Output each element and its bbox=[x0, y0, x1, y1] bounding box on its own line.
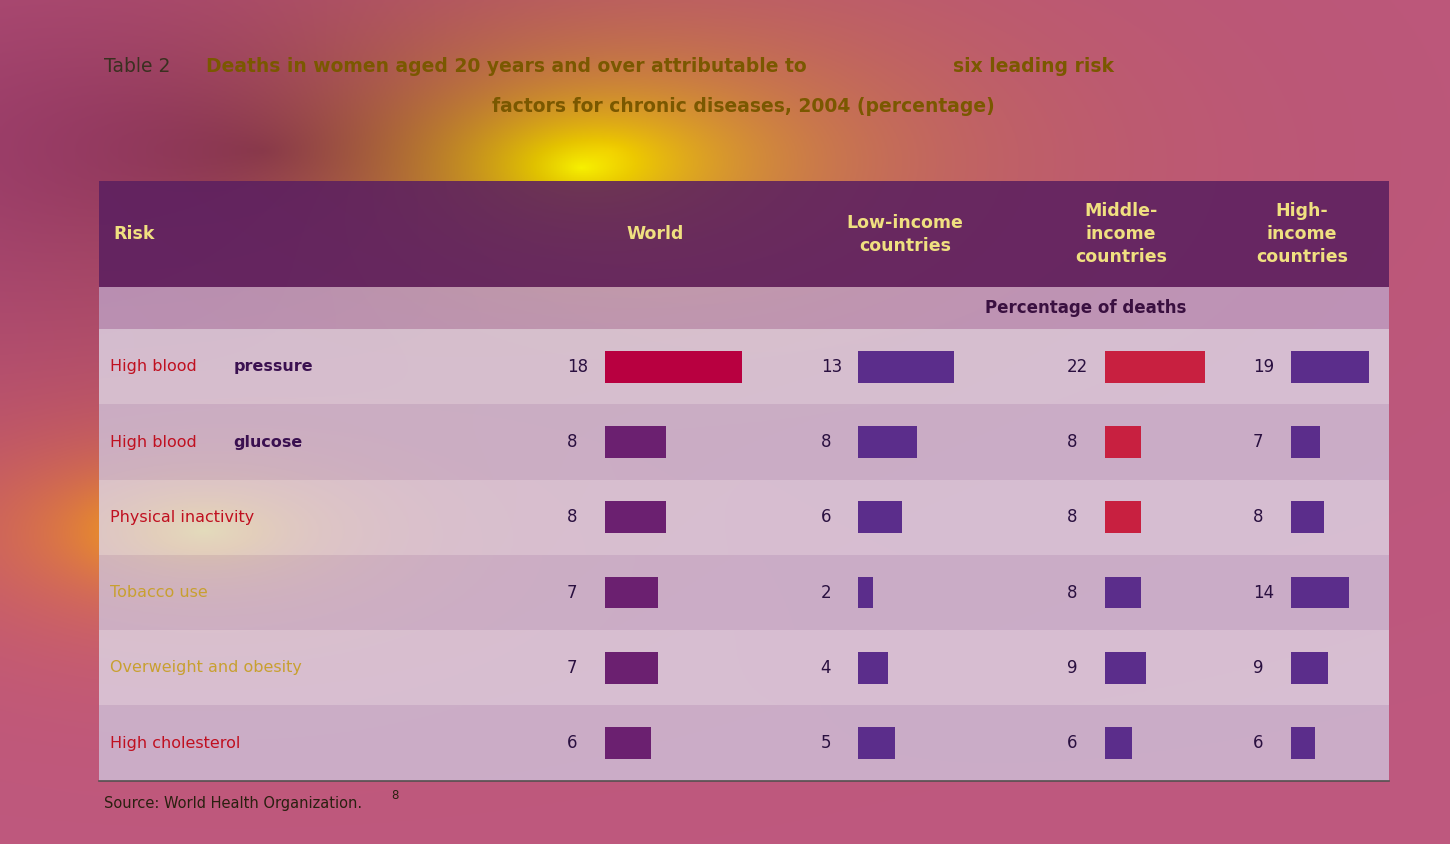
Text: pressure: pressure bbox=[233, 360, 313, 374]
Text: 22: 22 bbox=[1067, 358, 1089, 376]
Text: World: World bbox=[626, 225, 683, 243]
Text: High-
income
countries: High- income countries bbox=[1256, 203, 1349, 266]
Text: 9: 9 bbox=[1253, 659, 1263, 677]
Text: Deaths in women aged 20 years and over attributable to: Deaths in women aged 20 years and over a… bbox=[206, 57, 813, 76]
Text: 6: 6 bbox=[821, 508, 831, 527]
Text: 4: 4 bbox=[821, 659, 831, 677]
Text: 6: 6 bbox=[1253, 734, 1263, 752]
Text: 5: 5 bbox=[821, 734, 831, 752]
Text: Percentage of deaths: Percentage of deaths bbox=[986, 299, 1186, 317]
Text: 8: 8 bbox=[567, 433, 577, 451]
Text: 7: 7 bbox=[567, 659, 577, 677]
Text: 7: 7 bbox=[567, 583, 577, 602]
Text: High cholesterol: High cholesterol bbox=[110, 736, 241, 750]
Text: 8: 8 bbox=[567, 508, 577, 527]
Text: 8: 8 bbox=[392, 789, 399, 802]
Text: 8: 8 bbox=[821, 433, 831, 451]
Text: Middle-
income
countries: Middle- income countries bbox=[1074, 203, 1167, 266]
Text: 14: 14 bbox=[1253, 583, 1275, 602]
Text: 7: 7 bbox=[1253, 433, 1263, 451]
Text: 18: 18 bbox=[567, 358, 589, 376]
Text: Overweight and obesity: Overweight and obesity bbox=[110, 660, 302, 675]
Text: Risk: Risk bbox=[113, 225, 155, 243]
Text: High blood: High blood bbox=[110, 435, 197, 450]
Text: 6: 6 bbox=[567, 734, 577, 752]
Text: 8: 8 bbox=[1067, 433, 1077, 451]
Text: 8: 8 bbox=[1067, 508, 1077, 527]
Text: 2: 2 bbox=[821, 583, 831, 602]
Text: Low-income
countries: Low-income countries bbox=[847, 214, 963, 255]
Text: factors for chronic diseases, 2004 (percentage): factors for chronic diseases, 2004 (perc… bbox=[493, 97, 995, 116]
Text: Table 2: Table 2 bbox=[104, 57, 171, 76]
Text: 9: 9 bbox=[1067, 659, 1077, 677]
Text: Physical inactivity: Physical inactivity bbox=[110, 510, 254, 525]
Text: glucose: glucose bbox=[233, 435, 303, 450]
Text: 19: 19 bbox=[1253, 358, 1275, 376]
Text: 8: 8 bbox=[1253, 508, 1263, 527]
Text: 8: 8 bbox=[1067, 583, 1077, 602]
Text: 6: 6 bbox=[1067, 734, 1077, 752]
Text: six leading risk: six leading risk bbox=[953, 57, 1114, 76]
Text: Tobacco use: Tobacco use bbox=[110, 585, 207, 600]
Text: Source: World Health Organization.: Source: World Health Organization. bbox=[104, 796, 362, 811]
Text: High blood: High blood bbox=[110, 360, 197, 374]
Text: 13: 13 bbox=[821, 358, 842, 376]
